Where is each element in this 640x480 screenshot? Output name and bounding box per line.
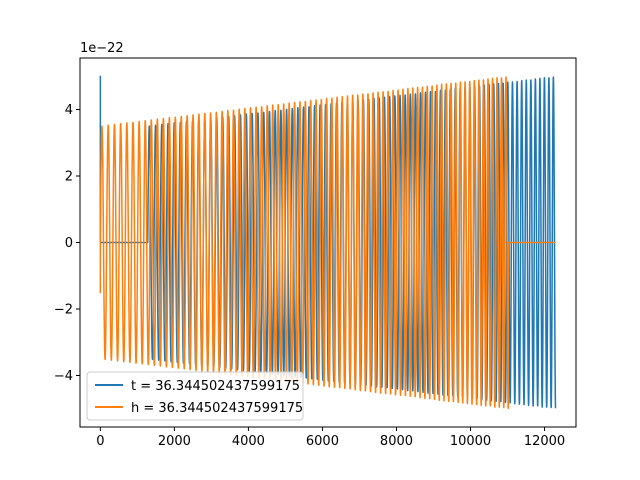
- x-tick-label: 0: [96, 434, 104, 449]
- y-tick-label: 0: [65, 236, 73, 251]
- legend-label-t: t = 36.344502437599175: [131, 379, 300, 394]
- x-tick-label: 10000: [450, 434, 491, 449]
- y-tick-label: 2: [65, 170, 73, 185]
- y-offset-text: 1e−22: [80, 41, 124, 56]
- legend: t = 36.344502437599175 h = 36.3445024375…: [86, 371, 304, 421]
- x-tick-label: 12000: [524, 434, 565, 449]
- legend-label-h: h = 36.344502437599175: [131, 401, 303, 416]
- legend-box: [86, 371, 304, 421]
- y-tick-label: 4: [65, 103, 73, 118]
- series-line-h: [99, 76, 556, 409]
- y-tick-label: −2: [54, 302, 73, 317]
- x-tick-label: 4000: [232, 434, 265, 449]
- x-tick-label: 8000: [380, 434, 413, 449]
- x-tick-label: 6000: [306, 434, 339, 449]
- x-axis: 0 2000 4000 6000 8000 10000 12000: [96, 427, 565, 449]
- x-tick-label: 2000: [158, 434, 191, 449]
- series-layer: [99, 75, 557, 409]
- y-axis: −4 −2 0 2 4: [54, 103, 80, 384]
- y-tick-label: −4: [54, 369, 73, 384]
